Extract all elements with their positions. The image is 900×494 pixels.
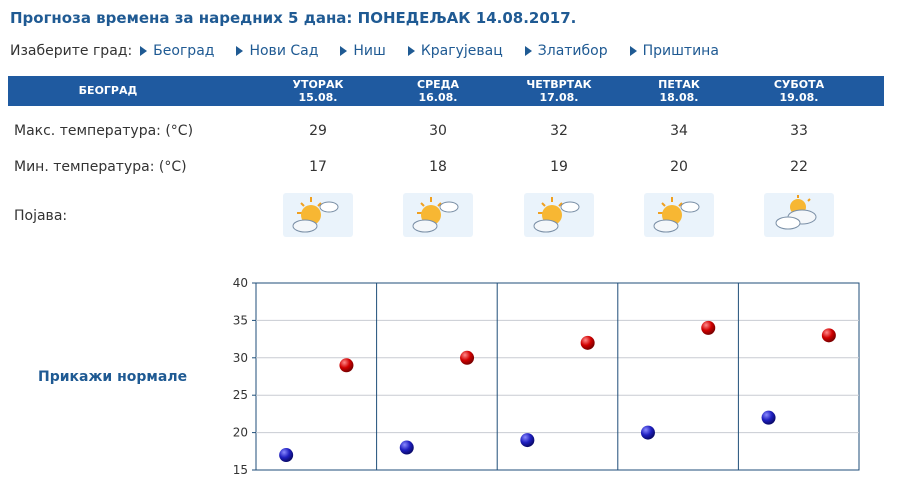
day-header-3: ЧЕТВРТАК 17.08. xyxy=(526,78,592,104)
city-link-kragujevac[interactable]: Крагујевац xyxy=(407,43,503,59)
min-temp-2: 18 xyxy=(429,159,447,175)
min-temp-label: Мин. температура: (°C) xyxy=(14,159,187,175)
city-selector: Изаберите град: Београд Нови Сад Ниш Кра… xyxy=(10,42,741,60)
y-tick-label: 20 xyxy=(233,426,248,440)
y-tick-label: 25 xyxy=(233,388,248,402)
min-temp-5: 22 xyxy=(790,159,808,175)
plot-area xyxy=(255,282,860,471)
y-tick-label: 40 xyxy=(233,276,248,290)
city-selector-label: Изаберите град: xyxy=(10,43,133,59)
max-temp-5: 33 xyxy=(790,123,808,139)
arrow-right-icon xyxy=(340,46,348,56)
day-header-2: СРЕДА 16.08. xyxy=(417,78,459,104)
chart-grid xyxy=(255,282,860,471)
max-temp-1: 29 xyxy=(309,123,327,139)
max-temp-3: 32 xyxy=(550,123,568,139)
max-temp-2: 30 xyxy=(429,123,447,139)
chart-points xyxy=(279,320,836,463)
temp-point xyxy=(640,425,655,440)
sun-cloud-icon xyxy=(644,193,714,237)
min-temp-3: 19 xyxy=(550,159,568,175)
y-tick-label: 35 xyxy=(233,313,248,327)
temp-point xyxy=(701,320,716,335)
day-header-1: УТОРАК 15.08. xyxy=(292,78,344,104)
temp-point xyxy=(821,328,836,343)
arrow-right-icon xyxy=(629,46,637,56)
temp-point xyxy=(580,335,595,350)
city-link-pristina[interactable]: Приштина xyxy=(629,43,719,59)
phenomenon-label: Појава: xyxy=(14,208,68,224)
temp-point xyxy=(761,410,776,425)
sun-cloud-icon xyxy=(403,193,473,237)
city-name-cell: БЕОГРАД xyxy=(78,84,138,97)
max-temp-4: 34 xyxy=(670,123,688,139)
arrow-right-icon xyxy=(407,46,415,56)
temperature-chart: 15 20 25 30 35 40 xyxy=(233,276,860,477)
sun-cloud-icon xyxy=(524,193,594,237)
cloud-sun-icon xyxy=(764,193,834,237)
temp-point xyxy=(399,440,414,455)
sun-cloud-icon xyxy=(283,193,353,237)
min-temp-4: 20 xyxy=(670,159,688,175)
city-link-nis[interactable]: Ниш xyxy=(340,43,386,59)
city-link-novi-sad[interactable]: Нови Сад xyxy=(236,43,318,59)
day-header-4: ПЕТАК 18.08. xyxy=(658,78,700,104)
arrow-right-icon xyxy=(140,46,148,56)
y-tick-label: 15 xyxy=(233,463,248,477)
y-axis: 15 20 25 30 35 40 xyxy=(233,276,256,477)
show-normals-link[interactable]: Прикажи нормале xyxy=(38,369,188,385)
arrow-right-icon xyxy=(236,46,244,56)
y-tick-label: 30 xyxy=(233,351,248,365)
page-title: Прогноза времена за наредних 5 дана: ПОН… xyxy=(10,9,577,27)
arrow-right-icon xyxy=(524,46,532,56)
temp-point xyxy=(520,433,535,448)
temp-point xyxy=(339,358,354,373)
day-header-5: СУБОТА 19.08. xyxy=(773,78,825,104)
max-temp-label: Макс. температура: (°C) xyxy=(14,123,194,139)
temp-point xyxy=(460,350,475,365)
city-link-zlatibor[interactable]: Златибор xyxy=(524,43,608,59)
forecast-header-band: БЕОГРАД УТОРАК 15.08. СРЕДА 16.08. ЧЕТВРТА… xyxy=(8,76,884,106)
min-temp-1: 17 xyxy=(309,159,327,175)
city-link-beograd[interactable]: Београд xyxy=(140,43,214,59)
temp-point xyxy=(279,448,294,463)
